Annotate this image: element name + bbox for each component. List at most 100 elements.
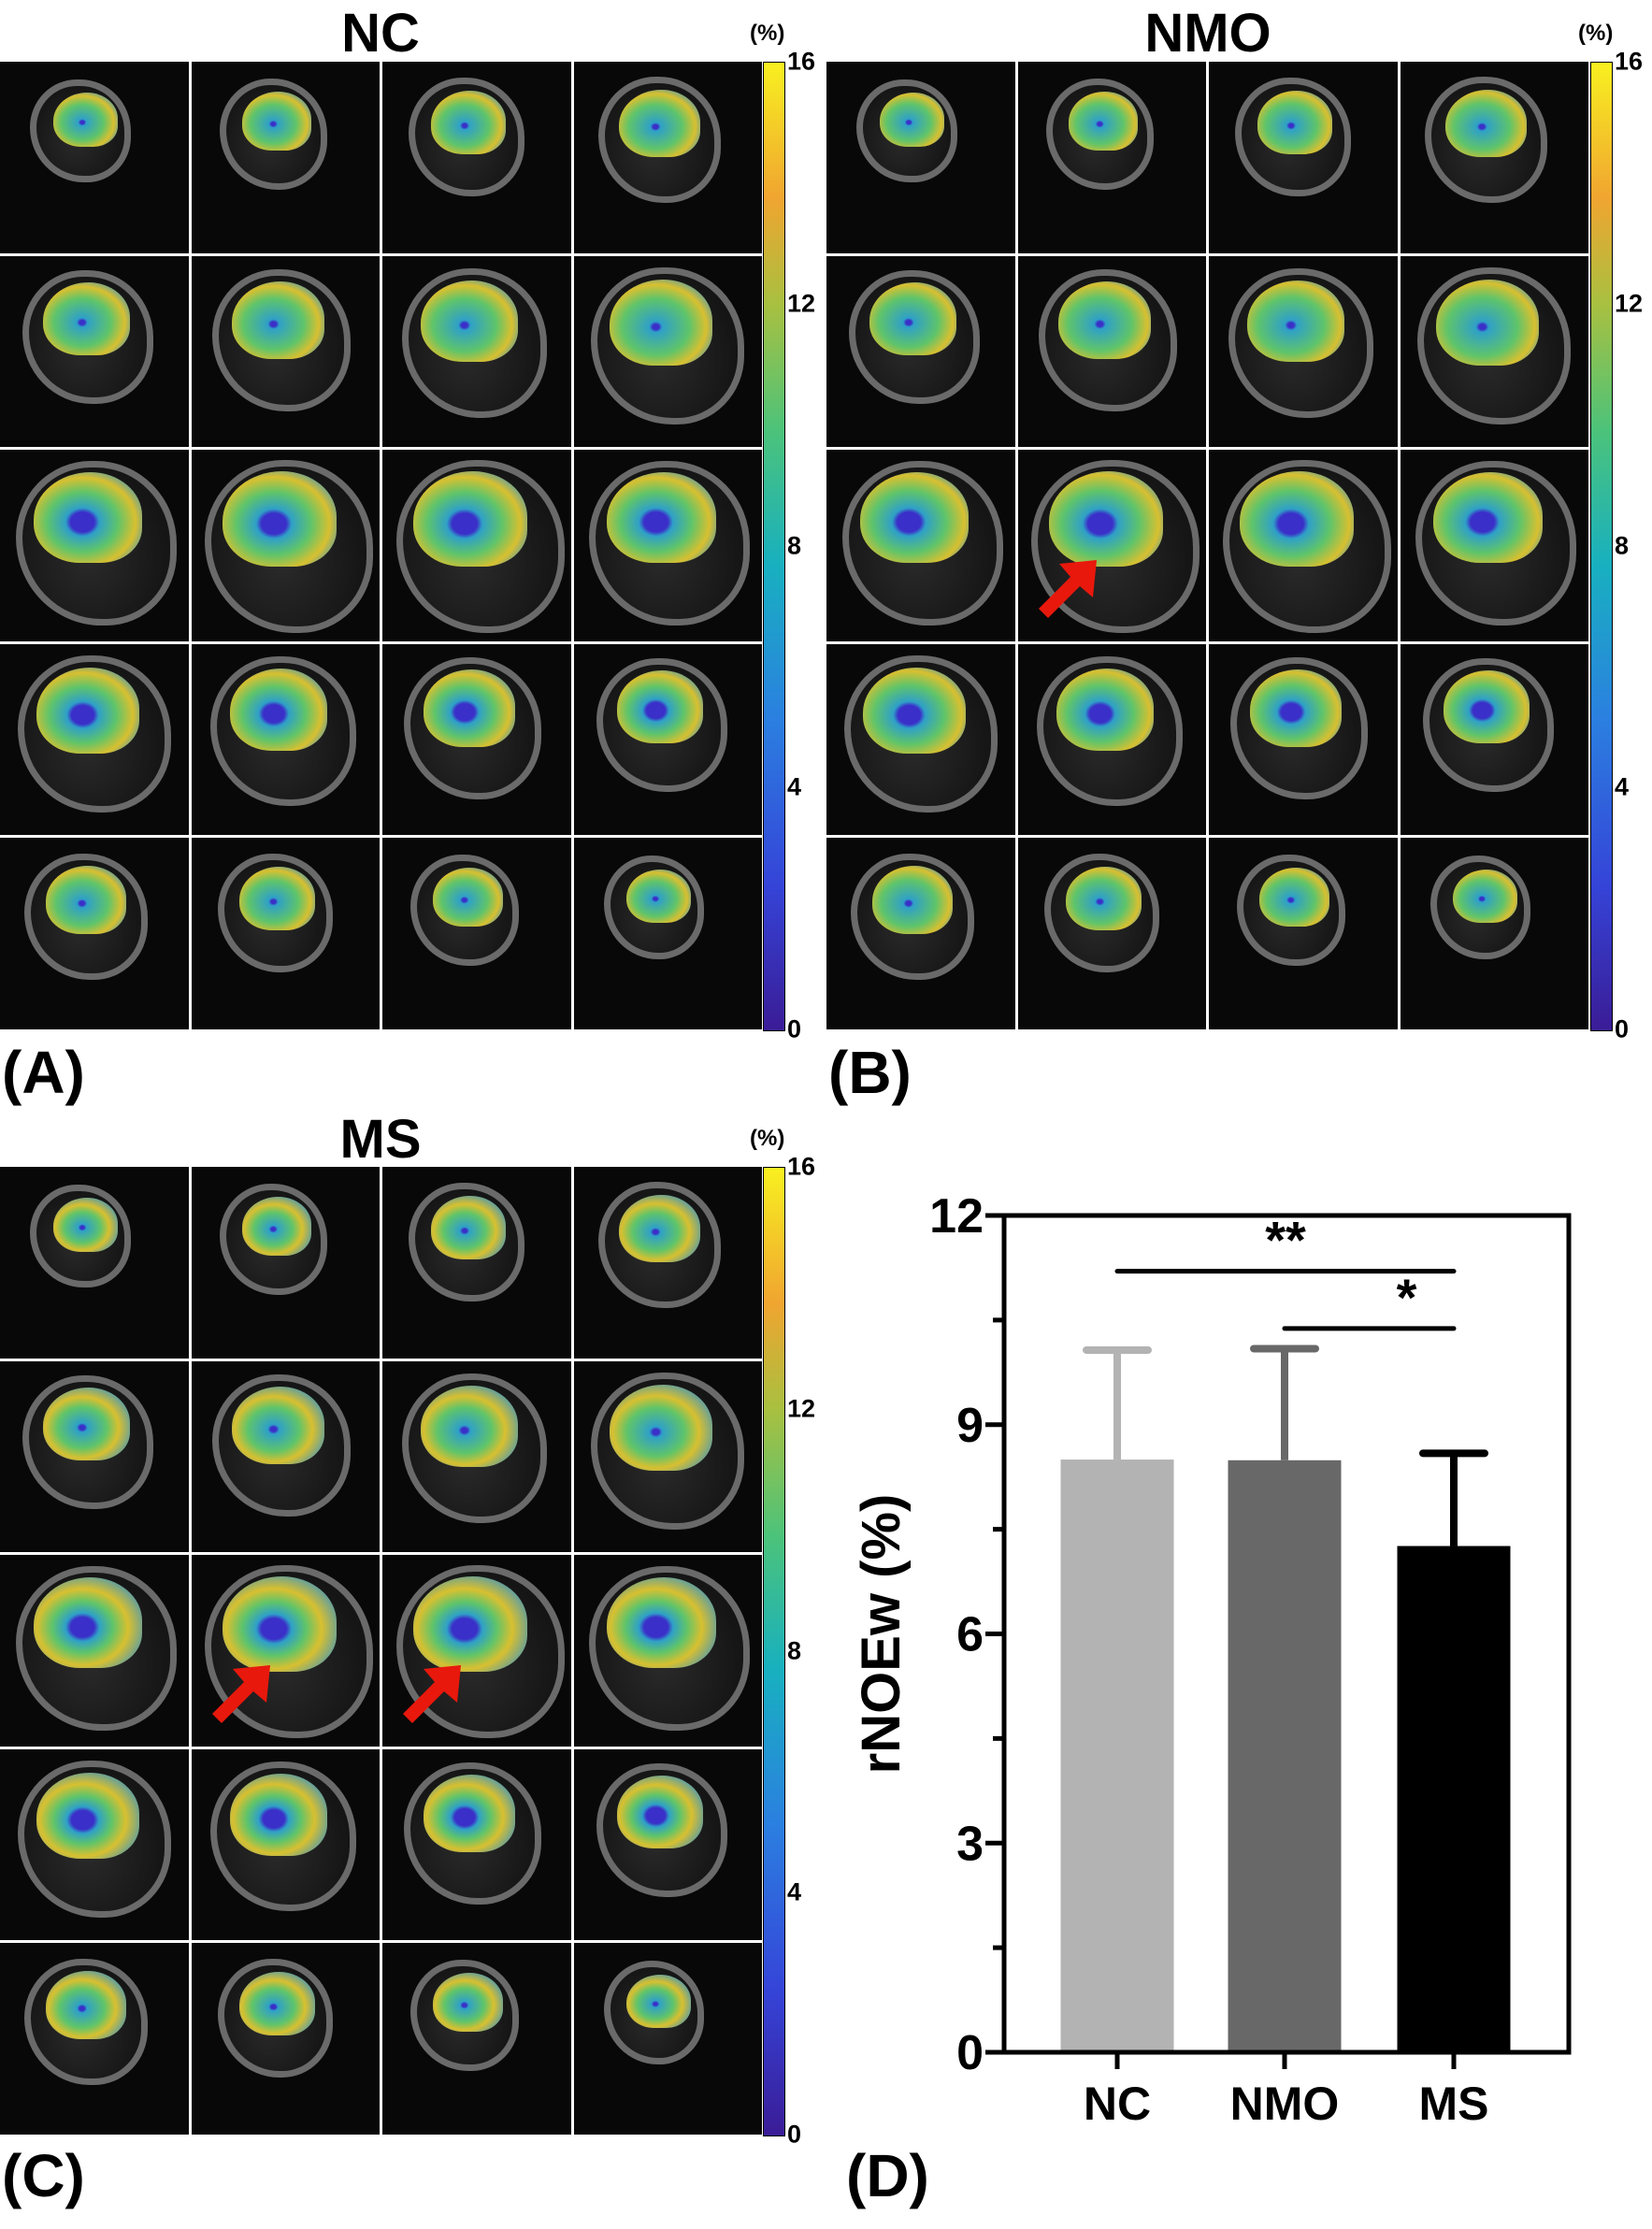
panel-c-title: MS bbox=[339, 1109, 422, 1170]
x-tick-label: NMO bbox=[1230, 2078, 1340, 2130]
brain-map bbox=[1433, 471, 1543, 564]
colorbar-tick-label: 16 bbox=[787, 47, 816, 76]
brain-map bbox=[423, 1775, 516, 1852]
brain-map bbox=[610, 1384, 713, 1472]
brain-map bbox=[241, 92, 312, 151]
mri-slice bbox=[0, 1360, 189, 1553]
panel-c-image-grid bbox=[0, 1167, 762, 2135]
mri-slice bbox=[0, 1167, 189, 1359]
brain-map bbox=[43, 282, 130, 355]
brain-map bbox=[433, 868, 503, 928]
brain-map bbox=[1056, 668, 1154, 751]
brain-map bbox=[33, 471, 143, 564]
y-tick-label: 3 bbox=[956, 1817, 984, 1871]
brain-map bbox=[413, 1575, 528, 1673]
panel-b-label: (B) bbox=[828, 1039, 912, 1106]
brain-map bbox=[232, 280, 324, 359]
brain-map bbox=[616, 670, 704, 743]
y-tick-label: 12 bbox=[929, 1189, 984, 1244]
brain-map bbox=[1249, 669, 1343, 747]
colorbar-a-unit: (%) bbox=[750, 21, 785, 46]
panel-b-image-grid bbox=[826, 62, 1588, 1029]
bar-ms bbox=[1397, 1546, 1511, 2052]
brain-map bbox=[45, 1971, 127, 2039]
mri-slice bbox=[382, 62, 571, 253]
mri-slice bbox=[0, 62, 189, 253]
mri-slice bbox=[382, 643, 571, 836]
brain-map bbox=[1443, 670, 1530, 743]
x-tick-label: MS bbox=[1419, 2078, 1489, 2130]
colorbar-tick-label: 4 bbox=[787, 1877, 802, 1906]
brain-map bbox=[619, 89, 700, 158]
y-axis-label: rNOEw (%) bbox=[851, 1494, 912, 1775]
brain-map bbox=[229, 668, 327, 751]
mri-slice bbox=[826, 255, 1015, 448]
mri-slice bbox=[382, 1167, 571, 1359]
mri-slice bbox=[573, 255, 762, 448]
panel-a-label: (A) bbox=[2, 1039, 85, 1106]
colorbar-b bbox=[1590, 62, 1613, 1031]
colorbar-tick-label: 8 bbox=[787, 1636, 802, 1664]
y-tick-label: 0 bbox=[956, 2026, 984, 2080]
brain-map bbox=[239, 1972, 315, 2035]
brain-map bbox=[36, 667, 139, 755]
brain-map bbox=[36, 1772, 139, 1860]
brain-map bbox=[1066, 867, 1142, 930]
brain-map bbox=[879, 93, 944, 147]
mri-slice bbox=[573, 450, 762, 641]
mri-slice bbox=[826, 643, 1015, 836]
brain-map bbox=[45, 866, 127, 934]
brain-map bbox=[626, 869, 691, 924]
mri-slice bbox=[1400, 643, 1588, 836]
mri-slice bbox=[826, 62, 1015, 253]
colorbar-tick-label: 4 bbox=[1615, 772, 1630, 801]
y-tick-label: 6 bbox=[956, 1608, 984, 1662]
mri-slice bbox=[0, 450, 189, 641]
mri-slice bbox=[1209, 62, 1398, 253]
mri-slice bbox=[1400, 255, 1588, 448]
brain-map bbox=[1453, 869, 1517, 924]
brain-map bbox=[862, 667, 966, 755]
mri-slice bbox=[191, 1555, 380, 1747]
colorbar-c bbox=[763, 1167, 785, 2136]
bar-nc bbox=[1060, 1460, 1174, 2052]
mri-slice bbox=[191, 1167, 380, 1359]
panel-b-title: NMO bbox=[1144, 3, 1271, 64]
red-arrow-icon bbox=[211, 1665, 270, 1724]
mri-slice bbox=[826, 450, 1015, 641]
mri-slice bbox=[191, 838, 380, 1029]
brain-map bbox=[430, 90, 507, 154]
significance-marker: * bbox=[1397, 1268, 1417, 1327]
mri-slice bbox=[573, 643, 762, 836]
mri-slice bbox=[826, 838, 1015, 1029]
mri-slice bbox=[573, 1748, 762, 1941]
bar-nmo bbox=[1228, 1460, 1342, 2052]
significance-marker: ** bbox=[1265, 1211, 1306, 1270]
panel-d-label: (D) bbox=[846, 2142, 929, 2209]
panel-c-label: (C) bbox=[2, 2142, 85, 2209]
mri-slice bbox=[573, 1943, 762, 2135]
mri-slice bbox=[573, 1167, 762, 1359]
mri-slice bbox=[191, 1360, 380, 1553]
mri-slice bbox=[382, 1748, 571, 1941]
mri-slice bbox=[0, 1943, 189, 2135]
brain-map bbox=[616, 1776, 704, 1848]
brain-map bbox=[1058, 280, 1151, 359]
mri-slice bbox=[382, 1360, 571, 1553]
colorbar-tick-label: 16 bbox=[787, 1152, 816, 1181]
mri-slice bbox=[1209, 838, 1398, 1029]
red-arrow-icon bbox=[403, 1665, 461, 1724]
mri-slice bbox=[191, 1748, 380, 1941]
brain-map bbox=[229, 1773, 327, 1856]
brain-map bbox=[1257, 90, 1333, 154]
brain-map bbox=[433, 1973, 503, 2033]
mri-slice bbox=[382, 1555, 571, 1747]
brain-map bbox=[421, 280, 519, 363]
brain-map bbox=[423, 669, 516, 747]
colorbar-tick-label: 12 bbox=[1615, 289, 1644, 318]
mri-slice bbox=[0, 1555, 189, 1747]
brain-map bbox=[1445, 89, 1527, 158]
panel-a-title: NC bbox=[341, 3, 420, 64]
mri-slice bbox=[1209, 643, 1398, 836]
